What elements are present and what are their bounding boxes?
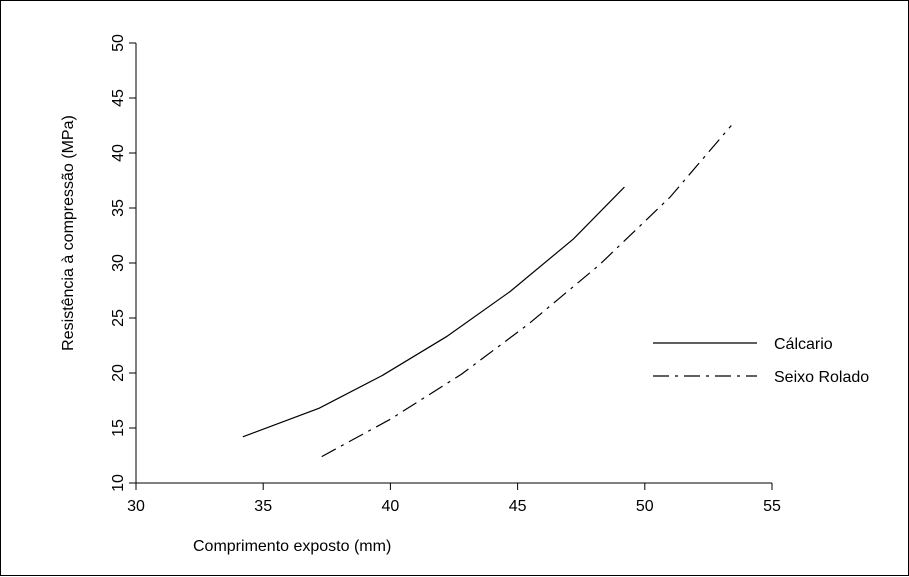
series-line-calcario: [242, 186, 625, 438]
y-tick-label: 10: [110, 474, 127, 492]
x-tick-label: 45: [509, 498, 527, 515]
y-tick-label: 40: [110, 144, 127, 162]
y-tick-label: 15: [110, 419, 127, 437]
x-axis: 30 35 40 45 50 55 Comprimento exposto (mm): [127, 482, 781, 555]
y-tick-label: 50: [110, 34, 127, 52]
x-tick-label: 55: [763, 498, 781, 515]
x-tick-label: 35: [254, 498, 272, 515]
legend-label-seixo-rolado: Seixo Rolado: [774, 369, 869, 386]
y-axis-title: Resistência à compressão (MPa): [60, 115, 77, 351]
x-tick-label: 50: [636, 498, 654, 515]
x-axis-title: Comprimento exposto (mm): [193, 538, 391, 555]
legend: Cálcario Seixo Rolado: [653, 336, 869, 386]
x-tick-label: 40: [382, 498, 400, 515]
y-tick-label: 20: [110, 364, 127, 382]
x-tick-label: 30: [127, 498, 145, 515]
legend-label-calcario: Cálcario: [774, 336, 833, 353]
plot-area: [242, 125, 732, 458]
y-axis: 10 15 20 25 30 35 40 45 50 Resistência à compres…: [60, 34, 137, 492]
y-tick-label: 35: [110, 199, 127, 217]
y-tick-label: 25: [110, 309, 127, 327]
series-line-seixo-rolado: [321, 125, 732, 458]
y-tick-label: 45: [110, 89, 127, 107]
y-tick-label: 30: [110, 254, 127, 272]
